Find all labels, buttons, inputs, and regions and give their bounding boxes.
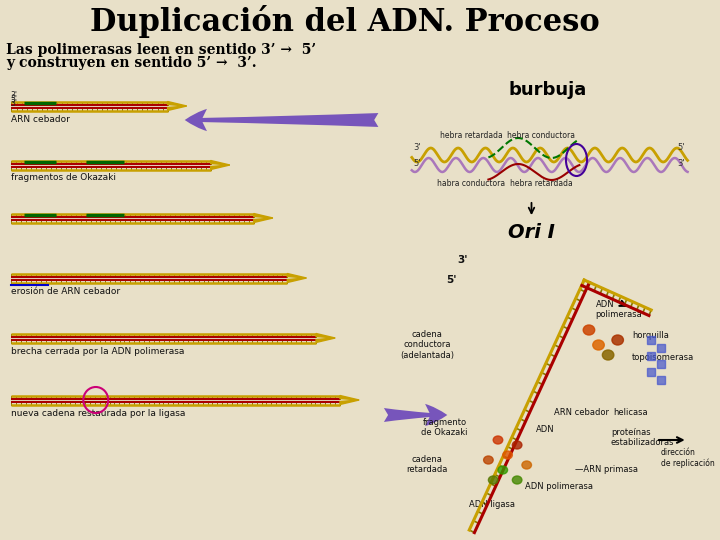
- Text: ADN polimerasa: ADN polimerasa: [525, 482, 593, 491]
- Ellipse shape: [503, 451, 513, 459]
- Polygon shape: [211, 165, 230, 170]
- Ellipse shape: [513, 441, 522, 449]
- Text: erosión de ARN cebador: erosión de ARN cebador: [12, 287, 121, 295]
- Text: nueva cadena restaurada por la ligasa: nueva cadena restaurada por la ligasa: [12, 408, 186, 417]
- Ellipse shape: [513, 476, 522, 484]
- Text: 5': 5': [11, 96, 17, 105]
- Text: fragmentos de Okazaki: fragmentos de Okazaki: [12, 173, 117, 183]
- Ellipse shape: [488, 476, 498, 484]
- Bar: [657, 344, 665, 352]
- Text: 3': 3': [458, 255, 468, 265]
- Text: 5': 5': [446, 275, 456, 285]
- Polygon shape: [340, 400, 359, 404]
- Polygon shape: [168, 102, 186, 106]
- Text: cadena
conductora
(adelantada): cadena conductora (adelantada): [400, 330, 454, 360]
- Ellipse shape: [583, 325, 595, 335]
- Text: ADN: ADN: [536, 425, 555, 434]
- Polygon shape: [316, 338, 336, 342]
- Bar: [647, 352, 655, 360]
- Text: hebra retardada: hebra retardada: [510, 179, 572, 188]
- Ellipse shape: [603, 350, 614, 360]
- Text: Ori I: Ori I: [508, 222, 555, 241]
- Bar: [657, 376, 665, 384]
- Ellipse shape: [522, 461, 531, 469]
- Polygon shape: [211, 160, 230, 165]
- Polygon shape: [168, 106, 186, 111]
- Text: ARN cebador: ARN cebador: [12, 114, 71, 124]
- Text: 3': 3': [414, 144, 421, 152]
- Text: habra conductora: habra conductora: [437, 179, 505, 188]
- Text: horquilla: horquilla: [632, 330, 669, 340]
- Ellipse shape: [593, 340, 604, 350]
- Text: cadena
retardada: cadena retardada: [406, 455, 448, 475]
- Text: 3': 3': [11, 91, 17, 100]
- Text: hebra conductora: hebra conductora: [507, 131, 575, 140]
- Polygon shape: [287, 273, 307, 278]
- Text: dirección
de replicación: dirección de replicación: [661, 448, 714, 468]
- Ellipse shape: [498, 466, 508, 474]
- Text: Duplicación del ADN. Proceso: Duplicación del ADN. Proceso: [90, 5, 600, 38]
- Ellipse shape: [484, 456, 493, 464]
- Text: brecha cerrada por la ADN polimerasa: brecha cerrada por la ADN polimerasa: [12, 347, 185, 355]
- Text: ADN
polimerasa: ADN polimerasa: [595, 300, 642, 319]
- Text: topoisomerasa: topoisomerasa: [632, 354, 694, 362]
- Ellipse shape: [612, 335, 624, 345]
- Text: 3': 3': [677, 159, 685, 168]
- Polygon shape: [340, 395, 359, 400]
- Ellipse shape: [493, 436, 503, 444]
- Text: 5': 5': [414, 159, 421, 168]
- Polygon shape: [316, 334, 336, 338]
- Text: 5': 5': [677, 144, 685, 152]
- Text: 3': 3': [11, 98, 17, 107]
- Polygon shape: [253, 213, 273, 218]
- Polygon shape: [253, 218, 273, 222]
- Text: hebra retardada: hebra retardada: [440, 131, 503, 140]
- Bar: [647, 336, 655, 344]
- Text: ARN cebador: ARN cebador: [554, 408, 608, 417]
- Text: ADN ligasa: ADN ligasa: [469, 500, 516, 509]
- Polygon shape: [287, 278, 307, 282]
- Bar: [647, 368, 655, 376]
- Text: Las polimerasas leen en sentido 3’ →  5’: Las polimerasas leen en sentido 3’ → 5’: [6, 43, 316, 57]
- Text: burbuja: burbuja: [508, 81, 587, 99]
- Text: —ARN primasa: —ARN primasa: [575, 465, 638, 474]
- Bar: [657, 360, 665, 368]
- Text: proteínas
estabilizadoras: proteínas estabilizadoras: [611, 428, 675, 448]
- Text: y construyen en sentido 5’ →  3’.: y construyen en sentido 5’ → 3’.: [6, 56, 256, 70]
- Text: helicasa: helicasa: [613, 408, 647, 417]
- Text: fragmento
de Okazaki: fragmento de Okazaki: [420, 418, 467, 437]
